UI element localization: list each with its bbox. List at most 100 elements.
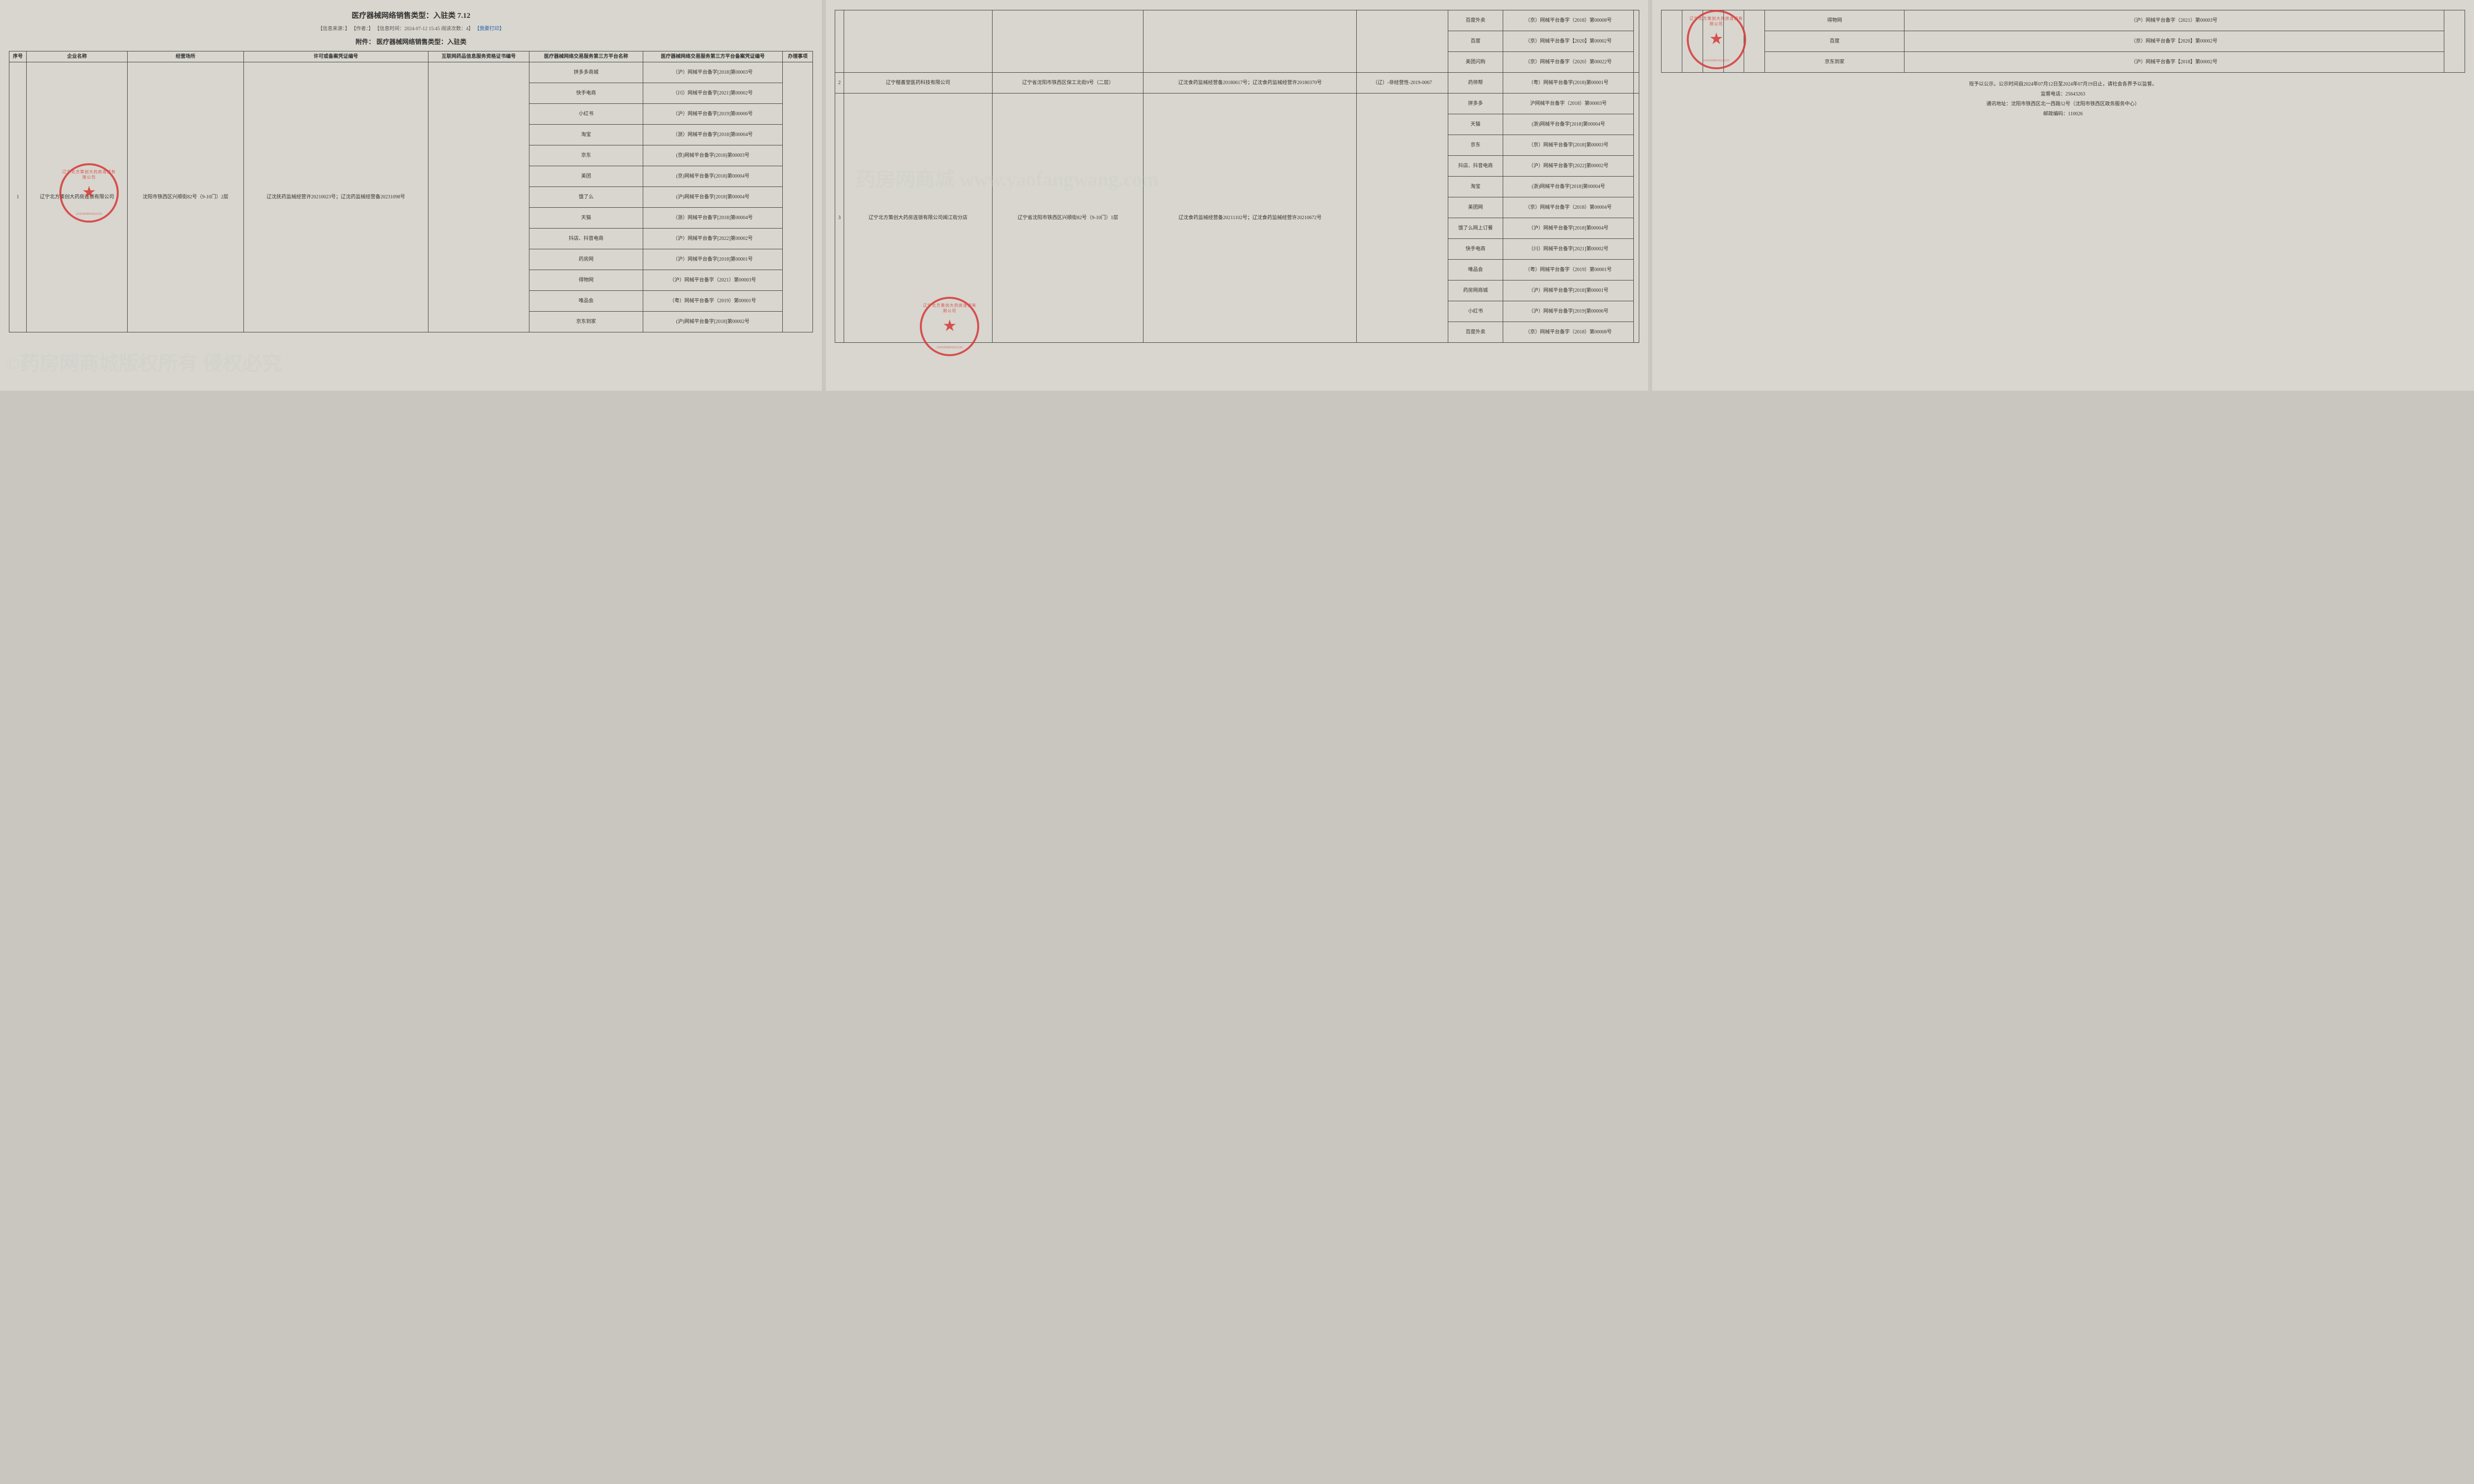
cell-cert: （沪）网械平台备字[2018]第00001号 xyxy=(643,249,783,270)
cell-platform: 唯品会 xyxy=(529,291,643,312)
cell-platform: 得物网 xyxy=(529,270,643,291)
cell-platform: 京东到家 xyxy=(1765,52,1904,73)
footer-block: 现予以公示，公示时间自2024年07月12日至2024年07月19日止，请社会各… xyxy=(1661,80,2465,119)
table-row: 2辽宁楷善堂医药科技有限公司辽宁省沈阳市铁西区保工北街9号（二层）辽沈食药监械经… xyxy=(835,73,1639,93)
cell-platform: 快手电商 xyxy=(1448,239,1503,260)
cell-cert: (浙)网械平台备字[2018]第00004号 xyxy=(1503,114,1634,135)
cell-platform: 药房网商城 xyxy=(1448,280,1503,301)
cell-idx: 3 xyxy=(835,93,844,343)
cell-blank xyxy=(1143,10,1357,73)
cell-cert: （沪）网械平台备字[2018]第00004号 xyxy=(1503,218,1634,239)
cell-cert: （京）网械平台备字（2020）第00022号 xyxy=(1503,52,1634,73)
cell-cert: （沪）网械平台备字【2018】第00002号 xyxy=(1904,52,2444,73)
cell-cert: （沪）网械平台备字[2018]第00003号 xyxy=(643,62,783,83)
stamp-number: 210105001022235 xyxy=(922,346,977,349)
cell-company: 辽宁北方策创大药房连锁有限公司闽江街分店 xyxy=(844,93,992,343)
cell-cert: （京）网械平台备字[2018]第00003号 xyxy=(1503,135,1634,156)
cell-platform: 抖店、抖音电商 xyxy=(529,229,643,249)
table-page-3: 得物网（沪）网械平台备字（2021）第00003号百度（京）网械平台备字【202… xyxy=(1661,10,2465,73)
print-link[interactable]: 【我要打印】 xyxy=(475,26,504,32)
cell-platform: 美团网 xyxy=(1448,197,1503,218)
cell-cert: (京)网械平台备字(2018)第00004号 xyxy=(643,166,783,187)
cell-matter xyxy=(783,62,813,332)
cell-blank xyxy=(1634,93,1639,343)
cell-cert: （浙）网械平台备字[2018]第00004号 xyxy=(643,125,783,145)
page-2: 百度外卖（京）网械平台备字（2018）第00008号百度（京）网械平台备字【20… xyxy=(826,0,1648,391)
cell-platform: 淘宝 xyxy=(529,125,643,145)
cell-infocert xyxy=(1357,93,1448,343)
cell-cert: （沪）网械平台备字[2022]第00002号 xyxy=(1503,156,1634,177)
cell-blank xyxy=(1357,10,1448,73)
cell-platform: 小红书 xyxy=(1448,301,1503,322)
cell-cert: （京）网械平台备字【2020】第00002号 xyxy=(1503,31,1634,52)
cell-company: 辽宁北方策创大药房连锁有限公司 xyxy=(27,62,128,332)
table-row: 3辽宁北方策创大药房连锁有限公司闽江街分店辽宁省沈阳市铁西区兴顺街82号（9-1… xyxy=(835,93,1639,114)
watermark-text: ©药房网商城版权所有 侵权必究 xyxy=(5,347,282,376)
cell-cert: （沪）网械平台备字（2021）第00003号 xyxy=(1904,10,2444,31)
cell-platform: 小红书 xyxy=(529,104,643,125)
cell-blank xyxy=(1682,10,1703,73)
cell-cert: 沪网械平台备字（2018）第00003号 xyxy=(1503,93,1634,114)
footer-line-1: 现予以公示，公示时间自2024年07月12日至2024年07月19日止，请社会各… xyxy=(1661,80,2465,90)
cell-blank xyxy=(835,10,844,73)
cell-platform: 饿了么 xyxy=(529,187,643,208)
attachment-title: 附件： 医疗器械网络销售类型：入驻类 xyxy=(9,37,813,46)
cell-cert: （沪）网械平台备字[2022]第00002号 xyxy=(643,229,783,249)
col-index: 序号 xyxy=(9,51,27,62)
footer-line-2: 监督电话：25643263 xyxy=(1661,90,2465,99)
cell-platform: 唯品会 xyxy=(1448,260,1503,280)
cell-infocert: （辽）-非经营性-2019-0067 xyxy=(1357,73,1448,93)
table-page-2: 百度外卖（京）网械平台备字（2018）第00008号百度（京）网械平台备字【20… xyxy=(835,10,1639,343)
cell-cert: （粤）网械平台备字（2019）第00001号 xyxy=(1503,260,1634,280)
meta-text: 【信息来源：】 【作者：】 【信息时间：2024-07-12 15:45 阅读次… xyxy=(318,26,473,32)
cell-platform: 天猫 xyxy=(1448,114,1503,135)
cell-place: 辽宁省沈阳市铁西区保工北街9号（二层） xyxy=(993,73,1143,93)
cell-license: 辽沈抚药监械经营许20210023号；辽沈药监械经营备20231098号 xyxy=(243,62,428,332)
cell-cert: （京）网械平台备字（2018）第00008号 xyxy=(1503,322,1634,343)
table-page-1: 序号 企业名称 经营场所 许可或备案凭证编号 互联网药品信息服务资格证书编号 医… xyxy=(9,51,813,332)
cell-blank xyxy=(844,10,992,73)
cell-license: 辽沈食药监械经营备20211102号；辽沈食药监械经营许20210672号 xyxy=(1143,93,1357,343)
cell-platform: 饿了么网上订餐 xyxy=(1448,218,1503,239)
cell-blank xyxy=(1723,10,1744,73)
footer-line-3: 通讯地址：沈阳市铁西区北一西路52号（沈阳市铁西区政务服务中心） xyxy=(1661,99,2465,109)
cell-platform: 抖店、抖音电商 xyxy=(1448,156,1503,177)
cell-platform: 美团 xyxy=(529,166,643,187)
cell-platform: 京东到家 xyxy=(529,312,643,332)
cell-cert: （川）网械平台备字[2021]第00002号 xyxy=(643,83,783,104)
cell-platform: 百度外卖 xyxy=(1448,10,1503,31)
header-block: 医疗器械网络销售类型：入驻类 7.12 【信息来源：】 【作者：】 【信息时间：… xyxy=(9,10,813,46)
cell-license: 辽沈食药监械经营备20180617号；辽沈食药监械经营许20180370号 xyxy=(1143,73,1357,93)
cell-platform: 百度 xyxy=(1765,31,1904,52)
cell-platform: 天猫 xyxy=(529,208,643,229)
meta-line: 【信息来源：】 【作者：】 【信息时间：2024-07-12 15:45 阅读次… xyxy=(9,24,813,32)
cell-cert: （京）网械平台备字【2020】第00002号 xyxy=(1904,31,2444,52)
cell-cert: （沪）网械平台备字[2019]第00006号 xyxy=(643,104,783,125)
table-row: 京东到家（沪）网械平台备字【2018】第00002号 xyxy=(1661,52,2465,73)
col-platcert: 医疗器械网络交易服务第三方平台备案凭证编号 xyxy=(643,51,783,62)
cell-blank xyxy=(2444,10,2465,73)
cell-platform: 美团闪购 xyxy=(1448,52,1503,73)
cell-place: 沈阳市铁西区兴顺街82号（9-10门）2层 xyxy=(128,62,243,332)
page-1: 医疗器械网络销售类型：入驻类 7.12 【信息来源：】 【作者：】 【信息时间：… xyxy=(0,0,822,391)
cell-platform: 百度 xyxy=(1448,31,1503,52)
cell-cert: （京）网械平台备字（2018）第00004号 xyxy=(1503,197,1634,218)
cell-cert: （粤）网械平台备字（2019）第00001号 xyxy=(643,291,783,312)
table-row: 得物网（沪）网械平台备字（2021）第00003号 xyxy=(1661,10,2465,31)
cell-platform: 拼多多 xyxy=(1448,93,1503,114)
cell-cert: (京)网械平台备字(2018)第00003号 xyxy=(643,145,783,166)
cell-idx: 2 xyxy=(835,73,844,93)
table-row: 百度（京）网械平台备字【2020】第00002号 xyxy=(1661,31,2465,52)
col-company: 企业名称 xyxy=(27,51,128,62)
cell-platform: 百度外卖 xyxy=(1448,322,1503,343)
cell-platform: 快手电商 xyxy=(529,83,643,104)
table-row: 1 辽宁北方策创大药房连锁有限公司 沈阳市铁西区兴顺街82号（9-10门）2层 … xyxy=(9,62,813,83)
cell-cert: (浙)网械平台备字[2018]第00004号 xyxy=(1503,177,1634,197)
cell-platform: 京东 xyxy=(529,145,643,166)
cell-blank xyxy=(1634,10,1639,73)
cell-blank xyxy=(1703,10,1723,73)
col-infocert: 互联网药品信息服务资格证书编号 xyxy=(428,51,529,62)
cell-blank xyxy=(1744,10,1765,73)
col-platform: 医疗器械网络交易服务第三方平台名称 xyxy=(529,51,643,62)
cell-idx: 1 xyxy=(9,62,27,332)
